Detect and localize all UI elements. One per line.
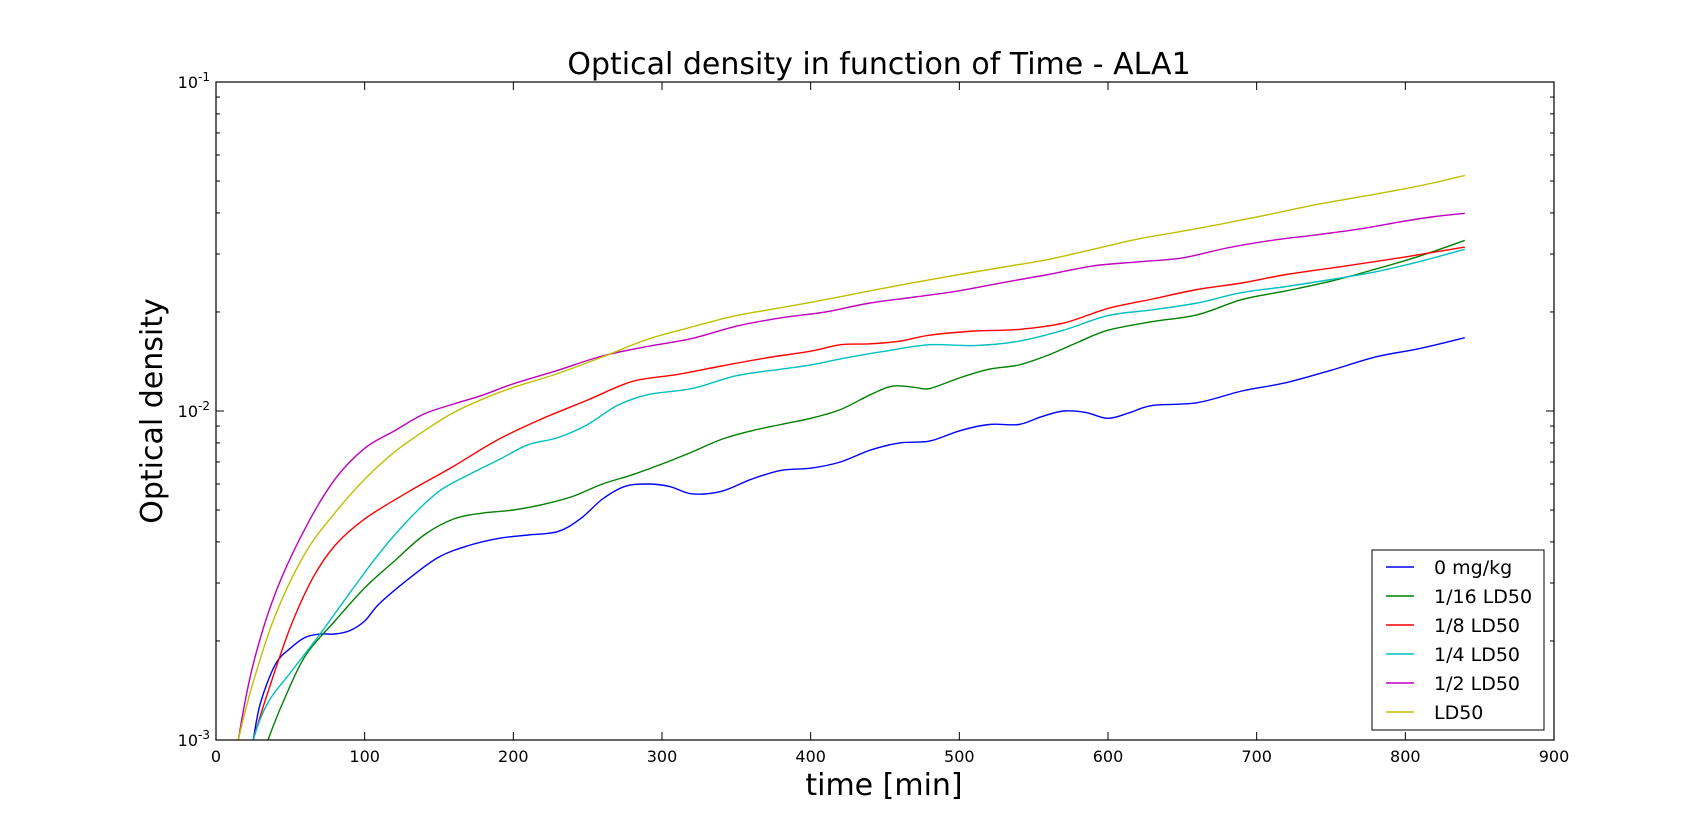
y-tick-label: 10-3	[178, 728, 210, 750]
plot-lines	[237, 174, 1466, 740]
series-line-2	[252, 246, 1465, 740]
x-tick-label: 600	[1093, 747, 1124, 766]
series-line-5	[237, 174, 1465, 740]
axis-ticks: 0 100 200 300 400 500 600 700 800 900 10-3 10-2 10-1	[178, 70, 1570, 766]
legend-label: LD50	[1434, 702, 1483, 724]
x-tick-label: 800	[1390, 747, 1421, 766]
y-axis-title: Optical density	[135, 298, 170, 524]
chart-title: Optical density in function of Time - AL…	[567, 47, 1190, 82]
x-tick-label: 100	[349, 747, 380, 766]
x-tick-label: 700	[1241, 747, 1272, 766]
legend-label: 1/16 LD50	[1434, 586, 1532, 608]
series-line-1	[267, 239, 1466, 740]
legend-label: 1/4 LD50	[1434, 644, 1520, 666]
series-line-4	[237, 212, 1465, 740]
x-tick-label: 0	[211, 747, 221, 766]
x-tick-label: 300	[647, 747, 678, 766]
y-tick-label: 10-2	[178, 399, 210, 421]
x-tick-label: 200	[498, 747, 529, 766]
y-tick-label: 10-1	[178, 70, 210, 92]
series-line-3	[252, 248, 1465, 740]
legend: 0 mg/kg 1/16 LD50 1/8 LD50 1/4 LD50 1/2 LD50…	[1371, 549, 1545, 731]
legend-box	[1371, 549, 1545, 731]
x-axis-title: time [min]	[805, 768, 962, 803]
x-tick-label: 500	[944, 747, 975, 766]
legend-label: 1/8 LD50	[1434, 615, 1520, 637]
legend-label: 0 mg/kg	[1434, 557, 1512, 579]
x-tick-label: 400	[795, 747, 826, 766]
x-tick-label: 900	[1539, 747, 1570, 766]
series-line-0	[252, 337, 1465, 740]
legend-label: 1/2 LD50	[1434, 673, 1520, 695]
